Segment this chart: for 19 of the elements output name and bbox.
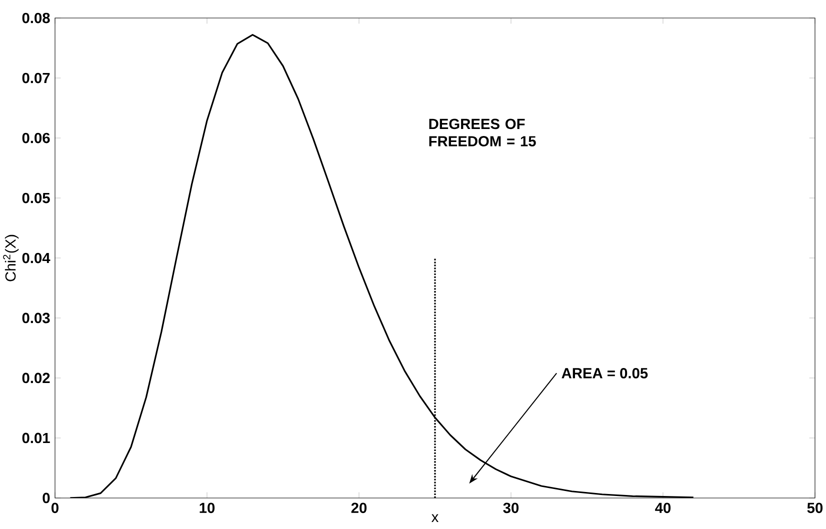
y-tick-label: 0.06	[22, 132, 50, 144]
x-axis-title: x	[432, 514, 439, 522]
y-tick-label: 0.04	[22, 252, 50, 264]
y-tick-label: 0.05	[22, 192, 50, 204]
y-tick-label: 0.03	[22, 312, 50, 324]
y-tick-label: 0.02	[22, 372, 50, 384]
x-tick-label: 50	[807, 502, 823, 514]
x-tick-label: 20	[351, 502, 367, 514]
y-tick-label: 0	[42, 492, 50, 504]
x-tick-label: 0	[52, 502, 58, 514]
annotation: AREA = 0.05	[562, 368, 648, 378]
x-tick-label: 10	[200, 502, 215, 514]
x-tick-label: 40	[655, 502, 671, 514]
annotation: DEGREES OF FREEDOM = 15	[429, 118, 536, 146]
y-tick-label: 0.08	[22, 12, 50, 24]
y-tick-label: 0.01	[22, 432, 50, 444]
x-tick-label: 30	[503, 502, 519, 514]
y-tick-label: 0.07	[22, 72, 50, 84]
y-axis-title: Chi$^{2}$(X)	[3, 234, 19, 282]
